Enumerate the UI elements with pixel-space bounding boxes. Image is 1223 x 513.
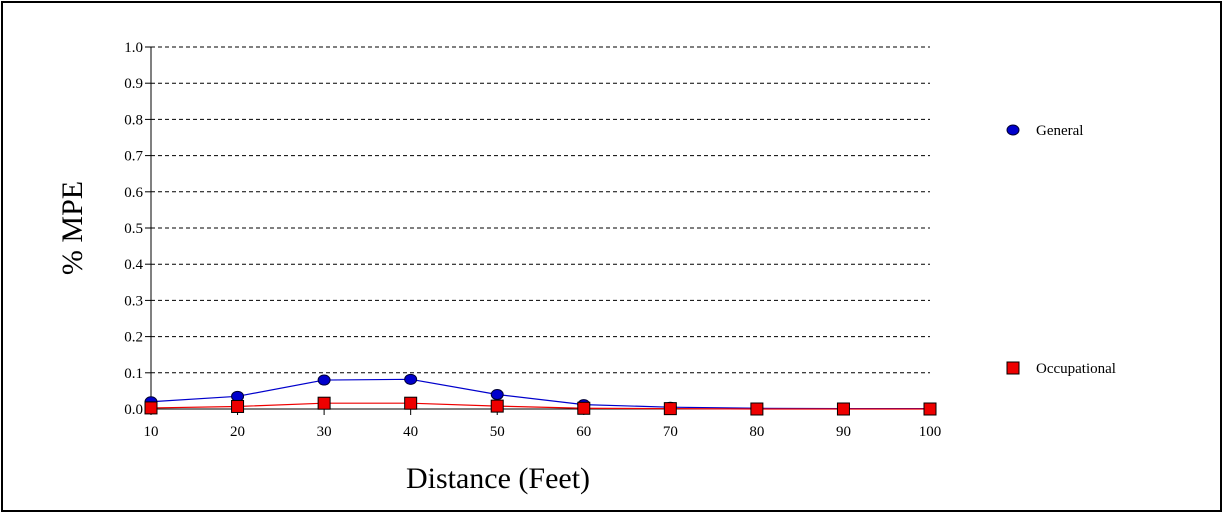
series-occupational bbox=[144, 396, 937, 416]
x-tick-label: 40 bbox=[403, 424, 418, 440]
series bbox=[144, 373, 937, 416]
data-point bbox=[750, 402, 764, 416]
legend-item-general: General bbox=[1006, 123, 1083, 139]
y-tick-label: 0.6 bbox=[124, 185, 143, 201]
x-axis-title: Distance (Feet) bbox=[406, 462, 590, 495]
legend-marker bbox=[1006, 124, 1020, 136]
data-point bbox=[317, 396, 331, 410]
y-tick-label: 0.1 bbox=[124, 366, 143, 382]
data-point bbox=[490, 389, 504, 401]
data-point bbox=[836, 402, 850, 416]
x-tick-label: 20 bbox=[230, 424, 245, 440]
y-tick-label: 0.7 bbox=[124, 149, 143, 165]
legend-marker bbox=[1006, 361, 1020, 375]
data-point bbox=[231, 399, 245, 413]
data-point bbox=[317, 374, 331, 386]
series-line bbox=[150, 402, 930, 410]
x-tick-label: 60 bbox=[576, 424, 591, 440]
y-tick-label: 1.0 bbox=[124, 40, 143, 56]
y-tick-label: 0.2 bbox=[124, 330, 143, 346]
y-tick-label: 0.3 bbox=[124, 293, 143, 309]
y-tick-label: 0.8 bbox=[124, 112, 143, 128]
x-tick-labels: 10 20 30 40 50 60 70 80 90 100 bbox=[144, 424, 942, 440]
legend-label: General bbox=[1036, 123, 1083, 139]
x-tick-label: 80 bbox=[749, 424, 764, 440]
data-point bbox=[231, 390, 245, 402]
data-point bbox=[663, 402, 677, 416]
data-point bbox=[490, 399, 504, 413]
data-point bbox=[404, 396, 418, 410]
x-tick-label: 70 bbox=[663, 424, 678, 440]
x-tick-label: 50 bbox=[490, 424, 505, 440]
x-tick-label: 90 bbox=[836, 424, 851, 440]
data-point bbox=[404, 373, 418, 385]
y-tick-labels: 0.0 0.1 0.2 0.3 0.4 0.5 0.6 0.7 0.8 0.9 1.0 bbox=[124, 40, 143, 418]
legend-item-occupational: Occupational bbox=[1006, 361, 1116, 377]
x-tick-label: 10 bbox=[144, 424, 159, 440]
x-tick-label: 100 bbox=[919, 424, 942, 440]
grid-lines bbox=[151, 46, 930, 374]
y-tick-label: 0.4 bbox=[124, 257, 143, 273]
data-point bbox=[923, 402, 937, 416]
y-tick-label: 0.5 bbox=[124, 221, 143, 237]
axes bbox=[145, 46, 931, 415]
y-tick-label: 0.0 bbox=[124, 402, 143, 418]
x-tick-label: 30 bbox=[317, 424, 332, 440]
series-line bbox=[150, 378, 930, 410]
y-axis-title: % MPE bbox=[56, 181, 89, 275]
legend: General Occupational bbox=[1006, 123, 1116, 377]
data-point bbox=[577, 401, 591, 415]
legend-label: Occupational bbox=[1036, 361, 1116, 377]
y-tick-label: 0.9 bbox=[124, 76, 143, 92]
data-point bbox=[144, 401, 158, 415]
